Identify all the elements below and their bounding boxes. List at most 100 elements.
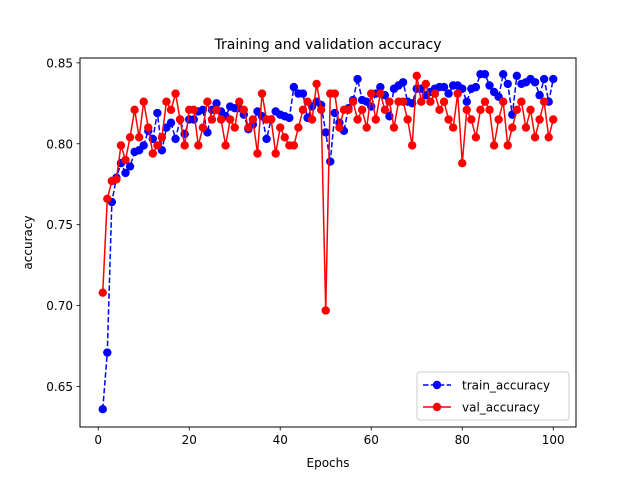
data-point <box>134 133 144 142</box>
data-point <box>212 99 221 108</box>
data-point <box>417 97 426 106</box>
data-point <box>139 141 148 150</box>
data-point <box>216 115 226 124</box>
data-point <box>480 69 490 79</box>
data-point <box>162 97 171 106</box>
data-point <box>203 97 212 106</box>
data-point <box>530 133 540 142</box>
data-point <box>517 97 526 106</box>
data-point <box>435 105 444 114</box>
plot-area <box>79 57 577 428</box>
data-point <box>316 105 326 114</box>
data-point <box>244 123 253 132</box>
data-point <box>289 82 299 92</box>
data-point <box>462 97 471 106</box>
data-point <box>271 149 280 158</box>
data-point <box>121 155 130 165</box>
data-point <box>471 82 481 92</box>
data-point <box>376 82 385 92</box>
data-point <box>476 105 485 114</box>
data-point <box>294 123 303 132</box>
data-point <box>144 123 153 132</box>
data-point <box>221 141 230 150</box>
data-point <box>389 123 399 132</box>
data-point <box>380 105 390 114</box>
data-point <box>485 105 494 114</box>
data-point <box>235 97 244 106</box>
data-point <box>335 123 344 132</box>
data-point <box>444 115 453 124</box>
data-point <box>330 89 340 98</box>
data-point <box>307 115 317 124</box>
data-point <box>539 97 549 106</box>
data-point <box>248 115 258 124</box>
data-point <box>494 115 503 124</box>
data-point <box>130 105 139 114</box>
data-point <box>448 123 458 132</box>
series-layer <box>98 69 558 414</box>
data-point <box>362 123 371 132</box>
data-point <box>398 78 408 87</box>
data-point <box>407 141 417 150</box>
data-point <box>462 105 471 114</box>
legend: train_accuracy val_accuracy <box>416 371 570 421</box>
data-point <box>321 128 330 137</box>
data-point <box>512 71 522 81</box>
data-point <box>116 141 126 150</box>
x-axis-title: Epochs <box>307 456 350 470</box>
data-point <box>426 97 435 106</box>
data-point <box>280 133 289 142</box>
data-point <box>549 74 558 84</box>
legend-entry: train_accuracy <box>423 379 550 393</box>
x-tick-label: 80 <box>455 433 470 447</box>
data-point <box>262 134 271 144</box>
x-axis-ticks: 0 20 40 60 80 100 <box>94 427 565 447</box>
data-point <box>298 89 308 98</box>
legend-label: val_accuracy <box>462 401 540 415</box>
data-point <box>139 97 148 106</box>
data-point <box>312 79 321 89</box>
data-point <box>103 194 112 203</box>
data-point <box>266 115 276 124</box>
data-point <box>421 79 431 89</box>
legend-marker <box>432 402 442 412</box>
data-point <box>98 288 107 297</box>
data-point <box>371 115 380 124</box>
legend-box <box>416 371 570 421</box>
y-tick-label: 0.70 <box>46 299 73 313</box>
data-point <box>398 97 408 106</box>
chart-title: Training and validation accuracy <box>213 37 441 53</box>
data-point <box>253 149 262 158</box>
data-point <box>480 97 490 106</box>
legend-marker <box>432 380 442 390</box>
data-point <box>367 89 376 98</box>
x-tick-label: 60 <box>364 433 379 447</box>
legend-label: train_accuracy <box>462 379 550 393</box>
axes-frame <box>79 57 577 428</box>
data-point <box>385 97 394 106</box>
data-point <box>125 162 135 171</box>
data-point <box>344 105 353 114</box>
data-point <box>198 123 208 132</box>
data-point <box>458 159 467 168</box>
data-point <box>289 141 299 150</box>
data-point <box>353 74 362 84</box>
data-point <box>276 123 285 132</box>
legend-entry: val_accuracy <box>423 401 540 415</box>
data-point <box>549 115 558 124</box>
data-point <box>439 82 449 92</box>
series-val-accuracy <box>98 71 558 315</box>
data-point <box>439 97 449 106</box>
data-point <box>207 115 217 124</box>
data-point <box>503 141 512 150</box>
data-point <box>189 105 198 114</box>
data-point <box>453 89 462 98</box>
data-point <box>230 123 239 132</box>
data-point <box>303 97 312 106</box>
data-point <box>430 89 440 98</box>
data-point <box>121 168 130 178</box>
data-point <box>153 108 162 118</box>
data-point <box>498 69 508 79</box>
data-point <box>444 89 453 98</box>
data-point <box>403 115 412 124</box>
